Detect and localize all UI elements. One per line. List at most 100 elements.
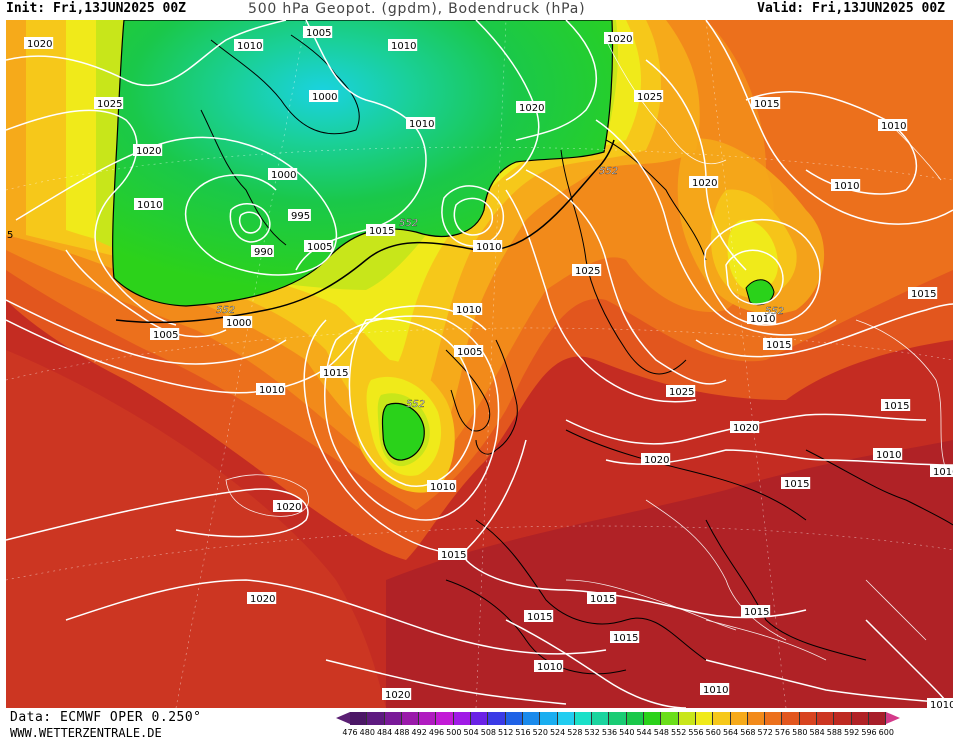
- isobar-label-box: [256, 383, 286, 395]
- isobar-label: 1010: [476, 242, 501, 253]
- isobar-label: 1020: [733, 423, 758, 434]
- legend-value: 500: [446, 728, 462, 737]
- valid-time: Valid: Fri,13JUN2025 00Z: [757, 1, 945, 16]
- legend-swatch: [453, 712, 472, 725]
- legend-arrow-right: [886, 712, 901, 724]
- isobar-label-box: [781, 477, 811, 489]
- legend-color-bar: [350, 712, 887, 725]
- isobar-label-box: [303, 26, 333, 38]
- map-canvas: 1020 1005 1010 1010 1020 1025 1000 1020 1010 1025…: [6, 20, 953, 708]
- isobar-label-box: [908, 287, 938, 299]
- color-legend: 476 480 484 488 492 496 500 504 508 512 516 520 524 5…: [336, 712, 956, 740]
- isobar-label-box: [930, 465, 953, 477]
- isobar-label: 1015: [754, 99, 779, 110]
- isobar-label-box: [453, 303, 483, 315]
- isobar-label: 1020: [607, 34, 632, 45]
- chart-title: 500 hPa Geopot. (gpdm), Bodendruck (hPa): [248, 1, 586, 17]
- isobar-label: 1010: [930, 700, 953, 708]
- isobar-label-box: [268, 168, 298, 180]
- legend-value: 556: [688, 728, 704, 737]
- isobar-label-box: [304, 240, 334, 252]
- legend-swatch: [505, 712, 523, 725]
- isobar-label-box: [730, 421, 760, 433]
- isobar-label-box: [534, 660, 564, 672]
- isobar-label: 1025: [575, 266, 600, 277]
- isobar-label-box: [251, 245, 274, 257]
- legend-value: 596: [861, 728, 877, 737]
- legend-swatch: [488, 712, 506, 725]
- legend-swatch: [730, 712, 748, 725]
- isobar-label-box: [572, 264, 602, 276]
- isobar-label-box: [406, 117, 436, 129]
- isobar-label: 1015: [369, 226, 394, 237]
- isobar-label-box: [309, 90, 339, 102]
- geopotential-label: 552: [599, 166, 618, 177]
- isobar-label-box: [831, 179, 861, 191]
- isobar-label: 1010: [750, 314, 775, 325]
- isobar-label: 1015: [613, 633, 638, 644]
- isobar-label-box: [288, 209, 311, 221]
- geopotential-label: 552: [216, 305, 235, 316]
- isobar-label: 1010: [876, 450, 901, 461]
- legend-value: 520: [532, 728, 548, 737]
- isobar-label: 1025: [97, 99, 122, 110]
- isobar-label-box: [382, 688, 412, 700]
- legend-value: 568: [740, 728, 756, 737]
- isobar-label: 1020: [644, 455, 669, 466]
- legend-swatch: [868, 712, 887, 725]
- isobar-label-box: [24, 37, 54, 49]
- legend-swatch: [401, 712, 420, 725]
- isobar-label: 1010: [409, 119, 434, 130]
- legend-value: 552: [671, 728, 687, 737]
- isobar-label-box: [610, 631, 640, 643]
- legend-value: 592: [844, 728, 860, 737]
- isobar-label: 1010: [137, 200, 162, 211]
- legend-swatch: [592, 712, 610, 725]
- isobar-label-box: [234, 39, 264, 51]
- isobar-label-box: [873, 448, 903, 460]
- isobar-label: 995: [291, 211, 310, 222]
- init-time: Init: Fri,13JUN2025 00Z: [6, 1, 187, 16]
- isobar-label: 1010: [537, 662, 562, 673]
- isobar-label-box: [438, 548, 468, 560]
- isobar-label: 1010: [237, 41, 262, 52]
- isobar-label: 1020: [276, 502, 301, 513]
- legend-value: 512: [498, 728, 514, 737]
- footer-bar: Data: ECMWF OPER 0.250° WWW.WETTERZENTRA…: [0, 708, 959, 741]
- header-bar: Init: Fri,13JUN2025 00Z 500 hPa Geopot. …: [0, 0, 959, 20]
- isobar-label: 1005: [457, 347, 482, 358]
- isobar-label-box: [747, 312, 777, 324]
- isobar-label: 1010: [456, 305, 481, 316]
- legend-swatch: [678, 712, 696, 725]
- legend-value: 484: [376, 728, 393, 737]
- isobar-label-box: [689, 176, 719, 188]
- legend-swatch: [436, 712, 454, 725]
- isobar-label: 1015: [441, 550, 466, 561]
- legend-swatch: [522, 712, 541, 725]
- website-url: WWW.WETTERZENTRALE.DE: [10, 726, 162, 740]
- legend-swatch: [644, 712, 662, 725]
- legend-swatch: [419, 712, 437, 725]
- legend-value: 476: [342, 728, 358, 737]
- isobar-label-box: [150, 328, 180, 340]
- isobar-label-box: [473, 240, 503, 252]
- legend-value: 544: [636, 728, 652, 737]
- legend-value: 548: [653, 728, 670, 737]
- isobar-label-box: [427, 480, 457, 492]
- geopotential-label: 552: [765, 306, 784, 317]
- legend-value: 580: [792, 728, 808, 737]
- isobar-label: 1000: [226, 318, 251, 329]
- legend-swatch: [609, 712, 627, 725]
- legend-swatch: [574, 712, 593, 725]
- legend-swatch: [350, 712, 368, 725]
- legend-value: 576: [774, 728, 791, 737]
- legend-swatch: [851, 712, 869, 725]
- legend-value: 496: [428, 728, 445, 737]
- legend-value: 508: [480, 728, 497, 737]
- isobar-label: 1010: [430, 482, 455, 493]
- isobar-label: 1020: [692, 178, 717, 189]
- isobar-label-box: [524, 610, 554, 622]
- weather-map: 1020 1005 1010 1010 1020 1025 1000 1020 1010 1025…: [6, 20, 953, 708]
- legend-swatch: [765, 712, 783, 725]
- legend-swatch: [747, 712, 766, 725]
